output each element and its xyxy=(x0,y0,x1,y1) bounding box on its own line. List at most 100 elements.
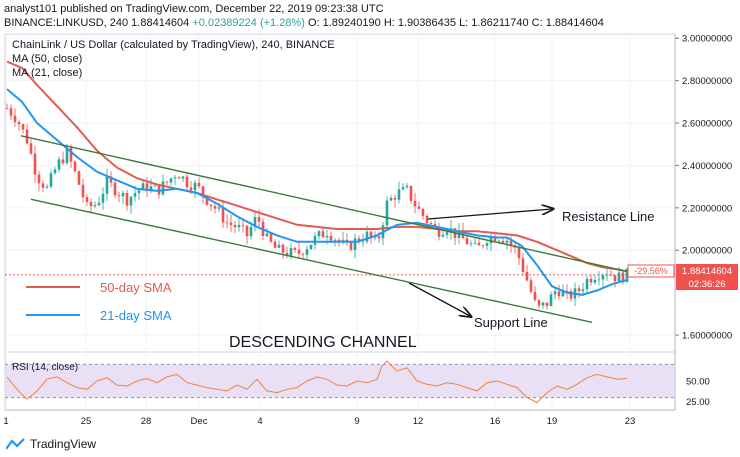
candle-body xyxy=(433,223,437,227)
candle xyxy=(345,233,349,246)
candle-body xyxy=(189,187,193,191)
ma21-line xyxy=(6,88,628,296)
candle xyxy=(85,194,89,206)
candle xyxy=(397,181,401,204)
candle-body xyxy=(317,231,321,237)
tradingview-brand[interactable]: TradingView xyxy=(6,437,96,451)
candle xyxy=(209,204,213,212)
candle-body xyxy=(405,185,409,188)
candle xyxy=(533,285,537,302)
candle-body xyxy=(165,181,169,183)
candle-body xyxy=(273,241,277,248)
price-change: +0.02389224 (+1.28%) xyxy=(192,17,305,29)
candle xyxy=(285,246,289,259)
time-tick-label-4: 4 xyxy=(257,416,262,427)
candle xyxy=(441,229,445,238)
price-axis-ticks: 3.00000000 2.80000000 2.60000000 2.40000000… xyxy=(675,34,732,342)
candle-body xyxy=(401,187,405,190)
candle-body xyxy=(621,272,625,283)
candle-body xyxy=(121,192,125,197)
candle xyxy=(181,175,185,182)
candle xyxy=(501,237,505,244)
candle-body xyxy=(117,195,121,197)
candle-body xyxy=(173,177,177,179)
candle xyxy=(9,104,13,120)
candle xyxy=(485,240,489,251)
candle-body xyxy=(125,192,129,206)
candle-body xyxy=(509,240,513,246)
price-tick-label-5: 2.00000000 xyxy=(682,246,732,257)
candle xyxy=(29,139,33,156)
candle xyxy=(577,285,581,298)
price-tick-label-0: 3.00000000 xyxy=(682,34,732,45)
candle-body xyxy=(169,178,173,183)
candle-body xyxy=(537,300,541,306)
candle-body xyxy=(501,240,505,243)
candle xyxy=(525,264,529,282)
candle-body xyxy=(301,253,305,255)
candle xyxy=(45,184,49,190)
candle-body xyxy=(93,205,97,207)
candle xyxy=(121,190,125,205)
candle xyxy=(405,183,409,190)
candle-body xyxy=(325,235,329,238)
candle xyxy=(89,198,93,214)
publish-info: analyst101 published on TradingView.com,… xyxy=(4,3,384,15)
time-tick-label-1: 25 xyxy=(81,416,92,427)
price-tag-box xyxy=(676,264,738,277)
candle-body xyxy=(41,183,45,188)
candle-body xyxy=(101,193,105,203)
candle xyxy=(33,145,37,183)
symbol-ohlc-line: BINANCE:LINKUSD, 240 1.88414604 +0.02389… xyxy=(4,17,604,29)
countdown-box xyxy=(676,277,738,290)
candle xyxy=(17,119,21,131)
candle-body xyxy=(497,240,501,242)
candle-body xyxy=(193,182,197,191)
candle xyxy=(437,222,441,241)
candle xyxy=(541,301,545,309)
candle-body xyxy=(153,185,157,187)
candle-body xyxy=(333,239,337,241)
candle-body xyxy=(313,236,317,245)
candle-body xyxy=(265,233,269,237)
support-arrow xyxy=(408,282,470,316)
brand-label: TradingView xyxy=(30,437,97,451)
candles[interactable] xyxy=(5,103,629,310)
candle xyxy=(529,276,533,294)
candle-body xyxy=(89,202,93,207)
candle-body xyxy=(397,189,401,200)
candle xyxy=(245,225,249,245)
pct-tag-box xyxy=(627,264,675,278)
candle-body xyxy=(533,291,537,301)
candle xyxy=(101,187,105,210)
candle xyxy=(225,214,229,229)
candle xyxy=(213,202,217,214)
candle-body xyxy=(113,182,117,196)
ma21-indicator-label: MA (21, close) xyxy=(12,67,82,79)
candle xyxy=(569,288,573,302)
candle xyxy=(613,275,617,288)
candle-body xyxy=(393,197,397,200)
time-tick-label-6: 12 xyxy=(413,416,424,427)
candle-body xyxy=(521,258,525,273)
countdown: 02:36:26 xyxy=(689,279,726,290)
candle xyxy=(317,230,321,240)
candle-body xyxy=(469,243,473,245)
candle-body xyxy=(365,231,369,242)
candle-body xyxy=(133,193,137,197)
candle-body xyxy=(241,224,245,226)
candle-body xyxy=(225,222,229,224)
candle-body xyxy=(341,239,345,242)
candle xyxy=(549,291,553,307)
candle-body xyxy=(65,147,69,164)
candle-body xyxy=(37,174,41,184)
candle-body xyxy=(529,280,533,292)
candle-body xyxy=(369,231,373,238)
candle-body xyxy=(417,206,421,209)
candle-body xyxy=(337,239,341,242)
candle-body xyxy=(141,183,145,191)
open-value: O: 1.89240190 xyxy=(307,17,381,29)
chart-title: ChainLink / US Dollar (calculated by Tra… xyxy=(12,39,335,51)
candle-body xyxy=(517,247,521,259)
